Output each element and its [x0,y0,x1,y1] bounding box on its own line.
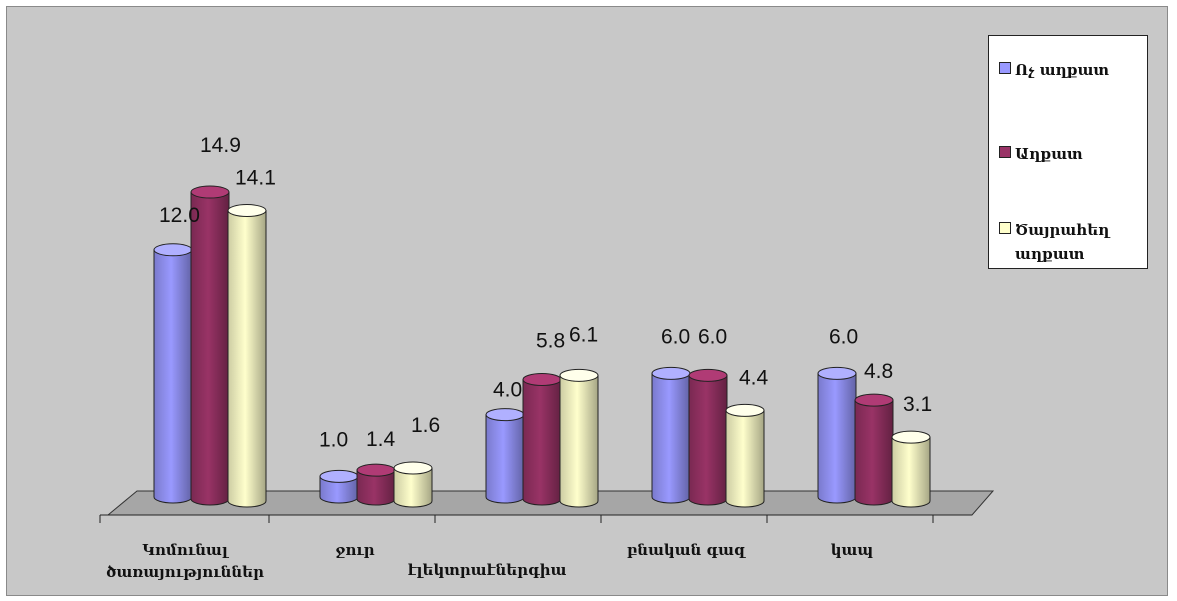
legend-item: Աղքատ [999,142,1140,166]
bar-3-2 [725,403,765,508]
legend-swatch [999,146,1011,158]
legend-label: Ոչ աղքատ [1015,61,1110,79]
data-label: 5.8 [536,330,565,353]
bar-3-0 [651,366,691,504]
data-label: 1.0 [319,428,348,451]
bar-1-0 [319,469,359,504]
bar-0-0 [153,243,193,504]
chart-area: 12.0 1.0 4.0 6.0 6.0 14.9 1.4 5.8 6.0 4.8 14.1 1.6 6… [6,6,1168,596]
legend-item: Ծայրահեղ աղքատ [999,218,1140,266]
bar-2-1 [522,373,562,506]
chart-legend: Ոչ աղքատ Աղքատ Ծայրահեղ աղքատ [988,35,1148,269]
x-tick-label: Կոմունալ ծառայություններ [106,541,264,581]
bar-2-0 [485,408,525,504]
data-label: 6.0 [698,325,727,348]
data-label: 3.1 [903,393,932,416]
bar-4-2 [891,430,931,508]
x-tick-label: ջուր [335,541,374,559]
bar-4-0 [817,366,857,504]
legend-swatch [999,222,1011,234]
bar-1-1 [356,463,396,506]
data-label: 4.0 [493,379,522,402]
data-label: 14.1 [235,167,276,190]
data-label: 6.1 [569,323,598,346]
data-label: 6.0 [661,325,690,348]
legend-label: Աղքատ [1015,145,1083,163]
bar-2-2 [559,368,599,508]
x-tick-label: էլեկտրաէներգիա [408,561,567,579]
data-label: 14.9 [200,134,241,157]
data-label: 4.4 [739,366,769,389]
data-label: 1.6 [411,414,440,437]
bar-0-2 [227,204,267,508]
bar-0-1 [190,185,230,506]
data-label: 1.4 [366,428,396,451]
legend-swatch [999,62,1011,74]
data-label: 6.0 [829,325,858,348]
data-label: 12.0 [159,204,200,227]
data-label: 4.8 [864,360,893,383]
legend-label: Ծայրահեղ աղքատ [1015,221,1110,263]
chart-plot: 12.0 1.0 4.0 6.0 6.0 14.9 1.4 5.8 6.0 4.8 14.1 1.6 6… [99,134,995,581]
legend-item: Ոչ աղքատ [999,58,1140,82]
x-tick-label: բնական գազ [627,541,746,559]
bar-3-1 [688,368,728,506]
bar-1-2 [393,461,433,508]
bar-4-1 [854,393,894,506]
x-tick-label: կապ [831,541,874,559]
